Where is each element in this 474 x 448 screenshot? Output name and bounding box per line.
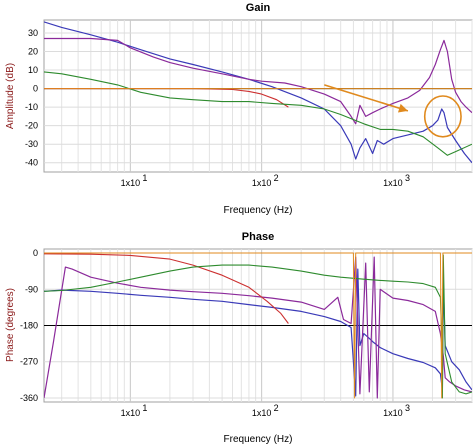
y-tick-label: 0: [33, 248, 38, 258]
y-tick-label: -10: [25, 102, 38, 112]
y-tick-label: 30: [28, 28, 38, 38]
x-tick-exponent: 3: [405, 173, 410, 183]
series-line-0: [44, 21, 472, 164]
series-line-2: [44, 253, 289, 324]
y-tick-label: 10: [28, 65, 38, 75]
plot-area: [43, 19, 473, 173]
y-tick-label: -20: [25, 121, 38, 131]
y-tick-label: -30: [25, 139, 38, 149]
y-axis-label: Amplitude (dB): [5, 63, 16, 129]
x-tick-exponent: 2: [274, 173, 279, 183]
y-tick-label: -360: [20, 393, 38, 403]
x-tick-label: 1x10: [252, 408, 272, 418]
x-tick-exponent: 3: [405, 403, 410, 413]
y-tick-label: -180: [20, 321, 38, 331]
chart-title: Gain: [246, 2, 271, 14]
annotation-circle: [423, 95, 462, 138]
y-tick-label: 20: [28, 47, 38, 57]
x-axis-label: Frequency (Hz): [224, 205, 293, 216]
x-tick-label: 1x10: [383, 178, 403, 188]
x-tick-exponent: 1: [142, 403, 147, 413]
y-tick-label: -40: [25, 158, 38, 168]
y-axis-label: Phase (degrees): [5, 288, 16, 362]
series-line-4: [44, 252, 472, 399]
x-tick-label: 1x10: [121, 408, 141, 418]
y-tick-label: -90: [25, 284, 38, 294]
annotation-arrow-head: [397, 103, 408, 113]
y-tick-label: 0: [33, 84, 38, 94]
x-axis-label: Frequency (Hz): [224, 434, 293, 445]
x-tick-exponent: 2: [274, 403, 279, 413]
series-group: [44, 21, 472, 164]
y-tick-label: -270: [20, 357, 38, 367]
series-line-3: [44, 254, 472, 399]
x-tick-label: 1x10: [383, 408, 403, 418]
annotation-arrow-shaft: [324, 84, 409, 112]
x-tick-label: 1x10: [121, 178, 141, 188]
x-tick-exponent: 1: [142, 173, 147, 183]
series-line-1: [44, 37, 472, 125]
chart-title: Phase: [242, 231, 274, 243]
x-tick-label: 1x10: [252, 178, 272, 188]
series-group: [44, 252, 472, 399]
